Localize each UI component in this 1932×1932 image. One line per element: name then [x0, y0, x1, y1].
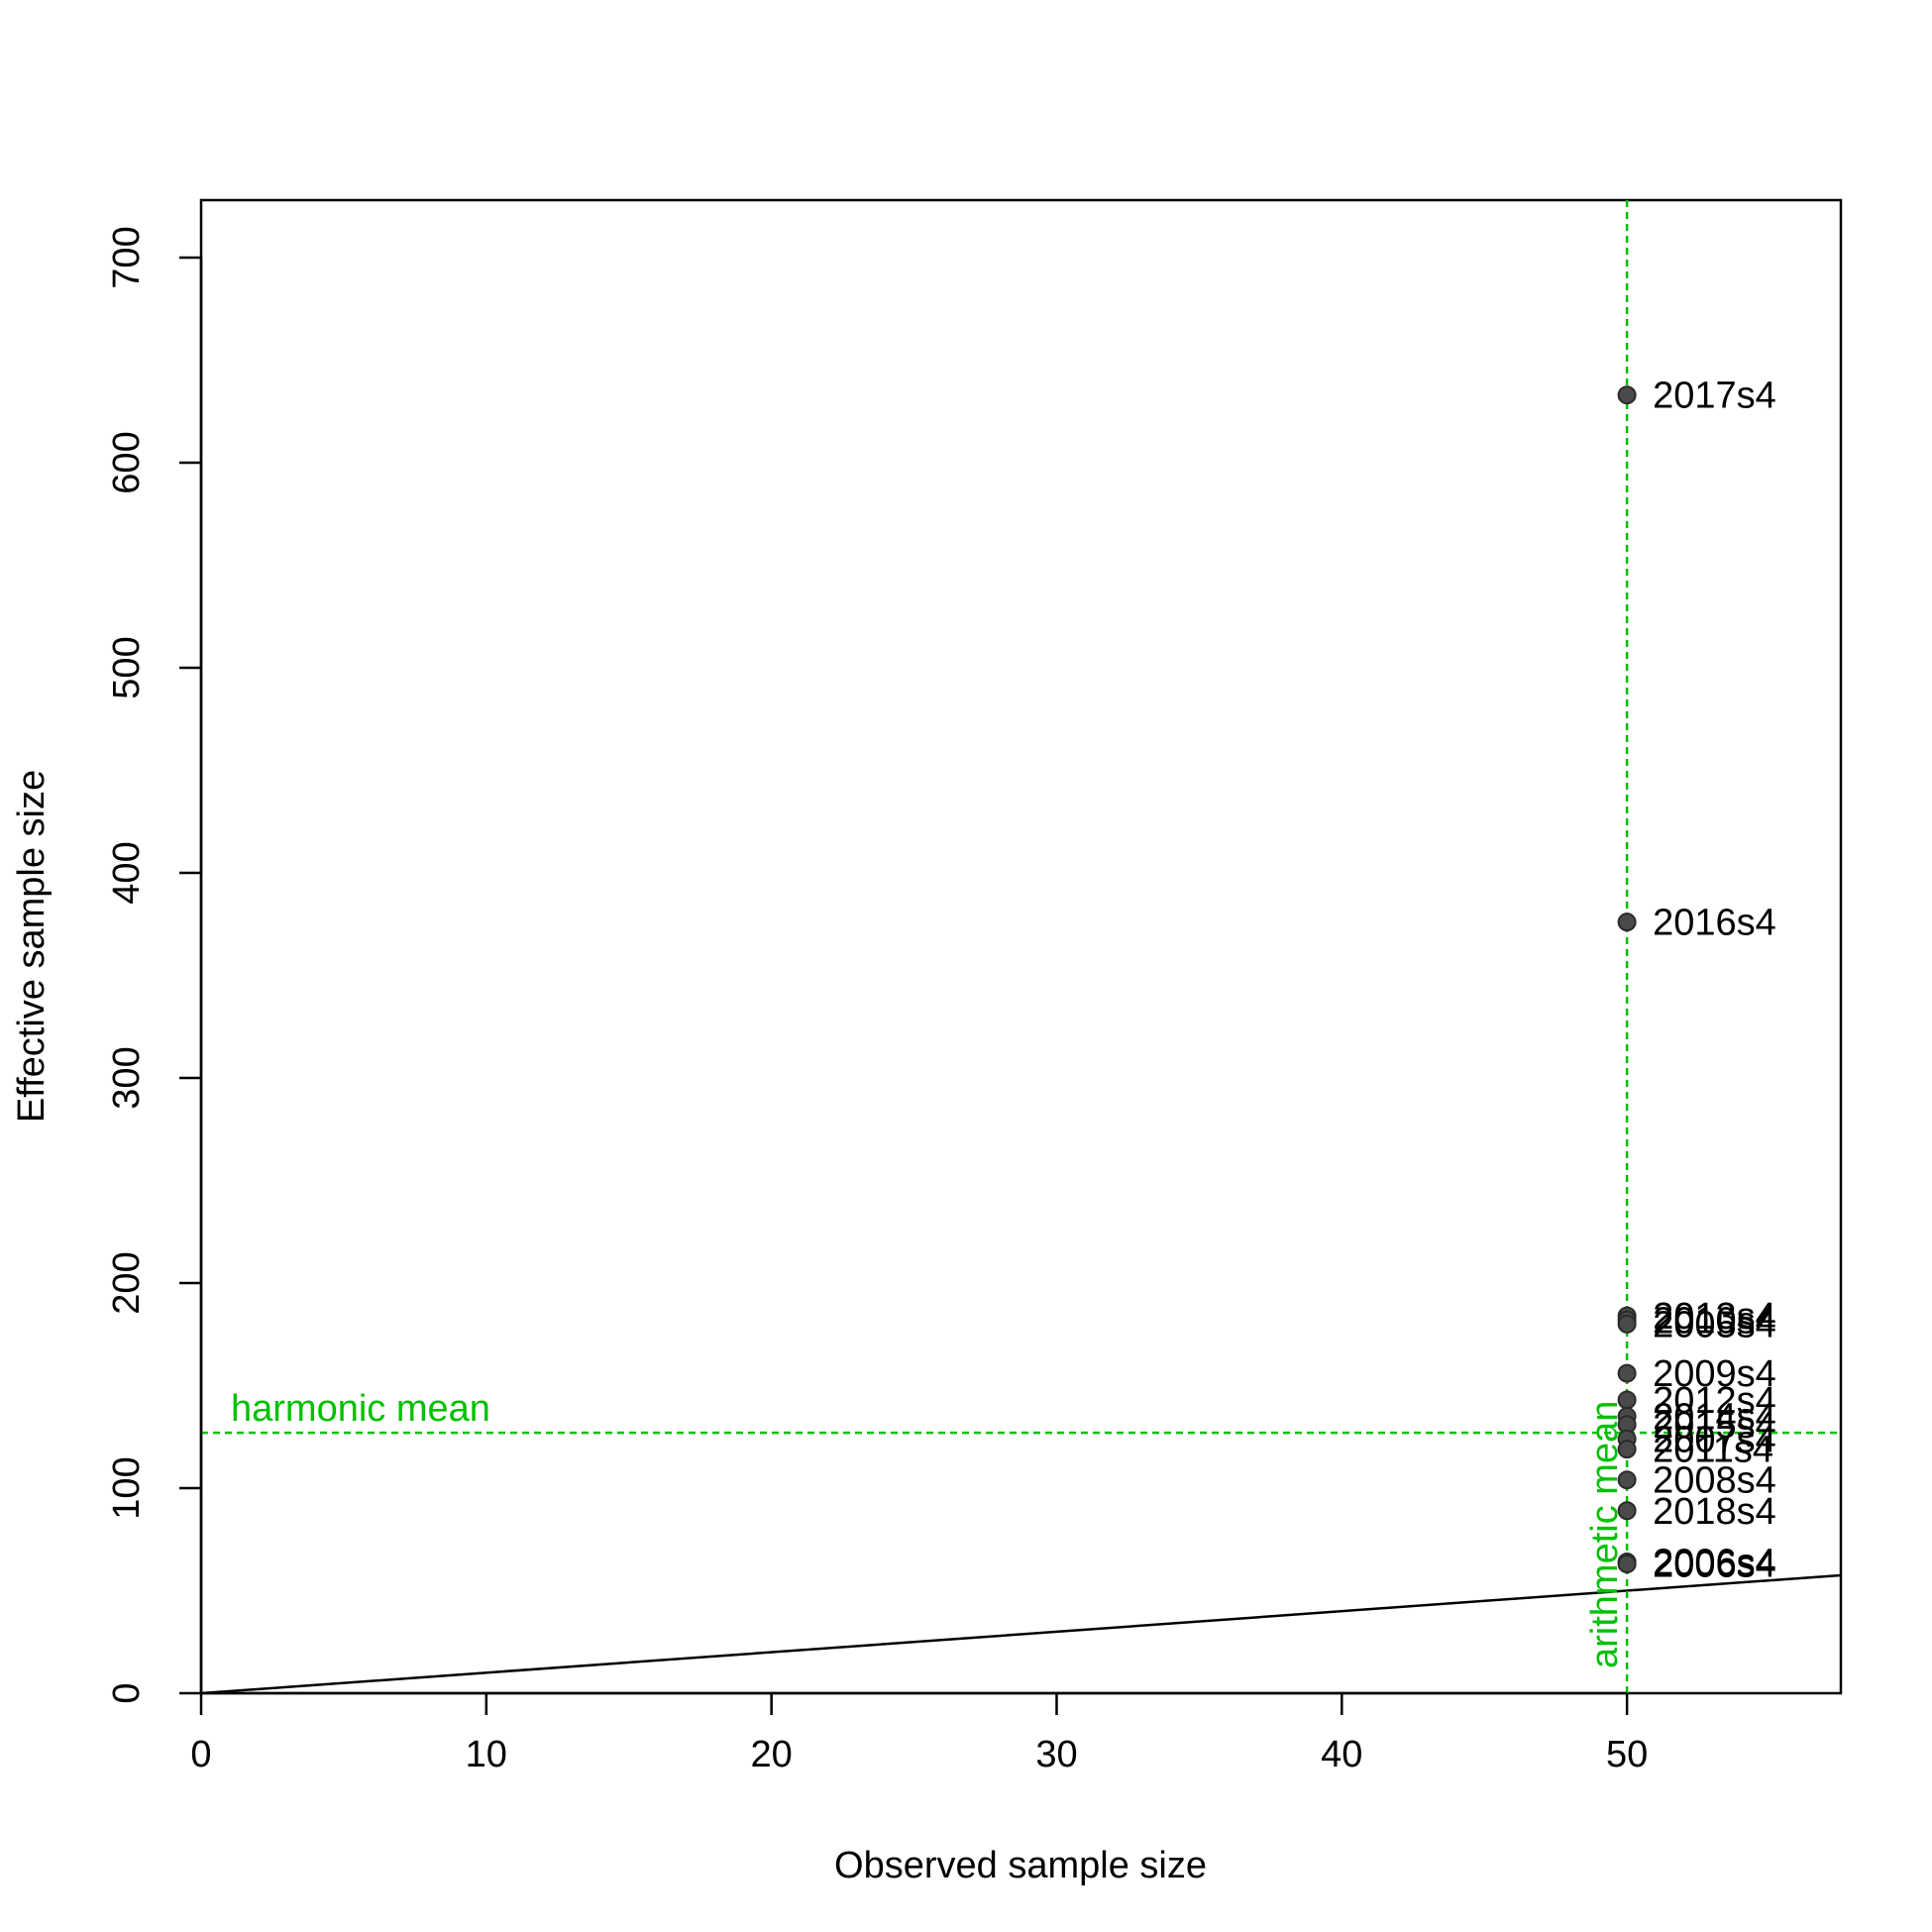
x-tick-label: 30: [1035, 1734, 1077, 1775]
x-tick-label: 20: [751, 1734, 793, 1775]
point-label: 2014s4: [1653, 1397, 1776, 1439]
y-tick-label: 600: [106, 431, 148, 493]
data-point: [1617, 1363, 1637, 1383]
y-tick-label: 700: [106, 226, 148, 288]
point-label: 2008s4: [1653, 1460, 1776, 1502]
data-point: [1617, 1314, 1637, 1334]
one-to-one-line: [201, 1573, 1841, 1693]
y-tick-label: 300: [106, 1046, 148, 1109]
point-label: 2012s4: [1653, 1380, 1776, 1422]
harmonic-mean-label: harmonic mean: [231, 1388, 490, 1430]
point-label: 2009s4: [1653, 1353, 1776, 1395]
x-axis-title: Observed sample size: [834, 1845, 1207, 1886]
y-tick-label: 400: [106, 841, 148, 904]
point-label: 2011s4: [1653, 1430, 1773, 1471]
arithmetic-mean-label: arithmetic mean: [1584, 1401, 1626, 1668]
point-label: 2007s4: [1653, 1419, 1776, 1460]
y-tick-label: 200: [106, 1251, 148, 1314]
data-point: [1617, 1470, 1637, 1490]
y-tick-label: 100: [106, 1456, 148, 1519]
point-label: 2017s4: [1653, 376, 1776, 417]
point-label: 2015s4: [1653, 1405, 1776, 1447]
point-label: 2006s4: [1653, 1543, 1776, 1584]
x-tick-label: 0: [190, 1734, 211, 1775]
point-label: 2018s4: [1653, 1491, 1776, 1533]
data-point: [1617, 1555, 1637, 1574]
x-tick-label: 50: [1606, 1734, 1648, 1775]
data-point: [1617, 912, 1637, 932]
x-tick-label: 10: [466, 1734, 507, 1775]
point-label: 2006s4: [1653, 1545, 1776, 1586]
point-label: 2013s4: [1653, 1296, 1776, 1338]
point-label: 2010s4: [1653, 1300, 1776, 1342]
data-point: [1617, 1440, 1637, 1459]
x-tick-label: 40: [1321, 1734, 1362, 1775]
y-axis-title: Effective sample size: [11, 770, 53, 1123]
point-label: 2016s4: [1653, 903, 1776, 944]
y-tick-label: 500: [106, 636, 148, 698]
data-point: [1617, 385, 1637, 405]
data-point: [1617, 1501, 1637, 1521]
point-label: 2005s4: [1653, 1304, 1776, 1345]
y-tick-label: 0: [106, 1682, 148, 1703]
